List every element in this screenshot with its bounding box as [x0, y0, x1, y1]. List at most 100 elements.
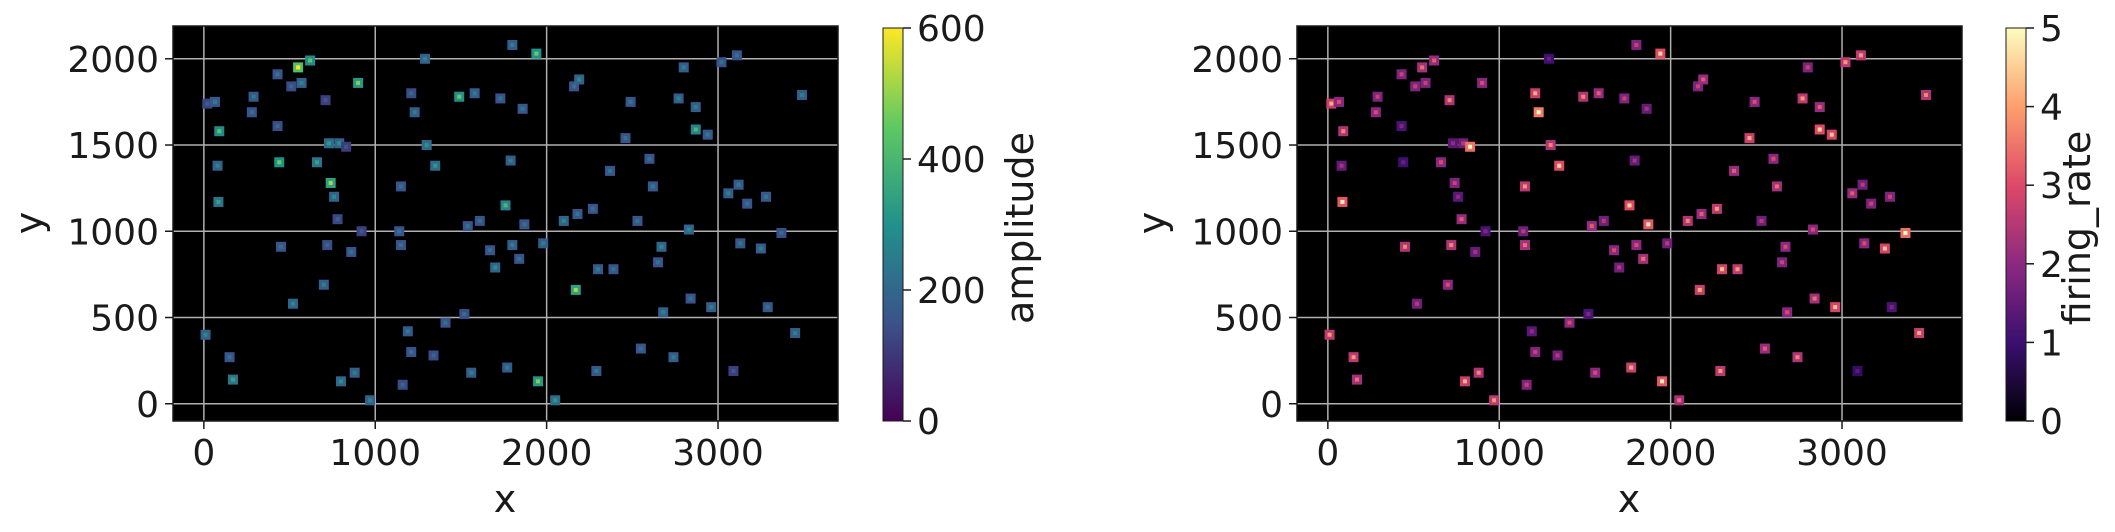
amplitude-point-core	[289, 84, 294, 89]
firing-rate-point-core	[1533, 350, 1538, 355]
amplitude-point-core	[431, 353, 436, 358]
amplitude-point-core	[800, 92, 805, 97]
amplitude-point-core	[212, 99, 217, 104]
amplitude-point-core	[397, 229, 402, 234]
firing-rate-point-core	[1622, 96, 1627, 101]
amplitude-plot-frame	[172, 25, 839, 422]
firing-rate-point-core	[1546, 56, 1551, 61]
firing-rate-point-core	[1450, 141, 1455, 146]
firing-rate-point-core	[1339, 163, 1344, 168]
amplitude-point-core	[765, 305, 770, 310]
firing-rate-point-core	[1696, 84, 1701, 89]
firing-rate-point-core	[1492, 398, 1497, 403]
amplitude-x-tick-label: 2000	[501, 433, 593, 474]
firing-rate-colorbar-ticks: 0 1 2 3 4 5	[2026, 9, 2063, 443]
amplitude-point-core	[337, 141, 342, 146]
firing-rate-point-core	[1447, 98, 1452, 103]
firing-rate-colorbar-tick-label: 2	[2040, 245, 2063, 286]
firing-rate-point-core	[1644, 106, 1649, 111]
amplitude-point-core	[338, 379, 343, 384]
firing-rate-x-tick-label: 0	[1316, 433, 1339, 474]
amplitude-point-core	[299, 80, 304, 85]
firing-rate-panel: 0 1000 2000 3000 0 500 1000 1500 2000 x y 0 1 2 3 4…	[1130, 9, 2099, 521]
firing-rate-point-core	[1718, 368, 1723, 373]
firing-rate-y-tick-label: 0	[1260, 385, 1283, 426]
firing-rate-y-tick-label: 500	[1214, 299, 1283, 340]
firing-rate-point-core	[1402, 244, 1407, 249]
amplitude-point-core	[705, 132, 710, 137]
firing-rate-point-core	[1327, 332, 1332, 337]
firing-rate-point-core	[1780, 260, 1785, 265]
firing-rate-point-core	[1752, 99, 1757, 104]
amplitude-point-core	[736, 182, 741, 187]
firing-rate-point-core	[1452, 180, 1457, 185]
amplitude-y-tick-label: 0	[136, 385, 159, 426]
amplitude-point-core	[596, 267, 601, 272]
amplitude-point-core	[503, 203, 508, 208]
firing-rate-point-core	[1805, 65, 1810, 70]
amplitude-point-core	[522, 222, 527, 227]
amplitude-x-tick-label: 0	[192, 433, 215, 474]
firing-rate-point-core	[1843, 60, 1848, 65]
firing-rate-point-core	[1732, 168, 1737, 173]
firing-rate-point-core	[1917, 331, 1922, 336]
amplitude-y-tick-label: 1500	[67, 126, 159, 167]
firing-rate-point-core	[1812, 296, 1817, 301]
firing-rate-point-core	[1665, 241, 1670, 246]
amplitude-point-core	[611, 267, 616, 272]
amplitude-point-core	[462, 312, 467, 317]
amplitude-point-core	[709, 305, 714, 310]
amplitude-point-core	[216, 199, 221, 204]
firing-rate-point-core	[1593, 370, 1598, 375]
firing-rate-point-core	[1557, 163, 1562, 168]
amplitude-point-core	[623, 136, 628, 141]
amplitude-point-core	[352, 370, 357, 375]
firing-rate-point-core	[1759, 218, 1764, 223]
firing-rate-point-core	[1354, 377, 1359, 382]
firing-rate-point-core	[1438, 160, 1443, 165]
amplitude-point-core	[203, 332, 208, 337]
amplitude-point-core	[520, 106, 525, 111]
amplitude-y-tick-label: 500	[90, 299, 159, 340]
firing-rate-plot-frame	[1296, 25, 1963, 422]
firing-rate-point-core	[1658, 51, 1663, 56]
amplitude-plot-area	[173, 26, 838, 421]
firing-rate-point-core	[1601, 218, 1606, 223]
amplitude-colorbar	[882, 27, 904, 422]
amplitude-point-core	[671, 355, 676, 360]
firing-rate-point-core	[1476, 370, 1481, 375]
amplitude-point-core	[693, 105, 698, 110]
firing-rate-point-core	[1889, 305, 1894, 310]
firing-rate-point-core	[1714, 206, 1719, 211]
amplitude-colorbar-tick-label: 200	[917, 271, 986, 312]
amplitude-point-core	[510, 243, 515, 248]
amplitude-point-core	[230, 377, 235, 382]
amplitude-point-core	[659, 244, 664, 249]
firing-rate-point-core	[1522, 184, 1527, 189]
amplitude-point-core	[328, 180, 333, 185]
amplitude-point-core	[738, 241, 743, 246]
firing-rate-plot-area	[1297, 26, 1962, 421]
amplitude-point-core	[205, 101, 210, 106]
firing-rate-colorbar-label: firing_rate	[2055, 131, 2099, 326]
firing-rate-point-core	[1641, 256, 1646, 261]
amplitude-point-core	[321, 282, 326, 287]
firing-rate-point-core	[1461, 141, 1466, 146]
firing-rate-point-core	[1701, 77, 1706, 82]
firing-rate-y-axis-label: y	[1130, 212, 1174, 235]
firing-rate-point-core	[1882, 246, 1887, 251]
firing-rate-point-core	[1862, 241, 1867, 246]
firing-rate-point-core	[1420, 65, 1425, 70]
firing-rate-point-core	[1329, 101, 1334, 106]
amplitude-point-core	[326, 141, 331, 146]
amplitude-point-core	[573, 287, 578, 292]
firing-rate-point-core	[1774, 184, 1779, 189]
firing-rate-point-core	[1567, 320, 1572, 325]
amplitude-point-core	[249, 110, 254, 115]
firing-rate-y-tick-label: 2000	[1191, 40, 1283, 81]
firing-rate-point-core	[1646, 222, 1651, 227]
amplitude-point-core	[575, 212, 580, 217]
firing-rate-point-core	[1423, 80, 1428, 85]
firing-rate-point-core	[1735, 267, 1740, 272]
